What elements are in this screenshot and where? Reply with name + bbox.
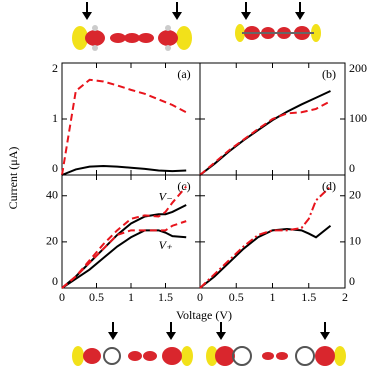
panel-label: (d) xyxy=(322,179,336,193)
x-tick-label: 1.5 xyxy=(158,290,173,304)
molecule xyxy=(235,24,321,42)
data-line xyxy=(61,165,187,176)
arrow xyxy=(108,322,118,340)
y-tick-label: 40 xyxy=(46,188,58,202)
molecule-images xyxy=(72,2,346,366)
arrow xyxy=(82,2,92,20)
annotation: V₋ xyxy=(159,189,173,203)
annotation: V₊ xyxy=(159,238,173,252)
data-line xyxy=(61,185,187,289)
data-line xyxy=(199,100,331,176)
data-line xyxy=(199,90,331,176)
y-tick-label: 200 xyxy=(349,61,367,75)
data-line xyxy=(61,229,187,289)
y-tick-label: 10 xyxy=(349,234,361,248)
y-tick-label: 20 xyxy=(349,188,361,202)
arrow xyxy=(241,2,251,20)
y-tick-label: 2 xyxy=(52,61,58,75)
y-tick-label: 0 xyxy=(52,161,58,175)
molecule xyxy=(72,346,193,366)
panel-label: (a) xyxy=(177,67,190,81)
panel-label: (b) xyxy=(322,67,336,81)
y-tick-label: 100 xyxy=(349,111,367,125)
y-axis-label: Current (μA) xyxy=(6,147,20,210)
data-line xyxy=(199,224,332,289)
arrow xyxy=(320,322,330,340)
x-tick-label: 0 xyxy=(197,290,203,304)
arrow xyxy=(216,322,226,340)
x-axis-label: Voltage (V) xyxy=(176,308,232,322)
x-tick-label: 0 xyxy=(59,290,65,304)
y-tick-label: 1 xyxy=(52,111,58,125)
arrow xyxy=(166,322,176,340)
arrow xyxy=(295,2,305,20)
data-line xyxy=(61,78,187,176)
arrow xyxy=(172,2,182,20)
data-line xyxy=(61,220,187,289)
x-tick-label: 1 xyxy=(128,290,134,304)
x-tick-label: 1 xyxy=(270,290,276,304)
x-tick-label: 0.5 xyxy=(89,290,104,304)
data-line xyxy=(199,185,332,289)
y-tick-label: 0 xyxy=(349,274,355,288)
panel-label: (c) xyxy=(177,179,190,193)
x-tick-label: 0.5 xyxy=(229,290,244,304)
y-tick-label: 0 xyxy=(52,274,58,288)
y-tick-label: 0 xyxy=(349,161,355,175)
molecule xyxy=(72,25,192,51)
molecule xyxy=(206,346,346,366)
x-tick-label: 1.5 xyxy=(301,290,316,304)
data-line xyxy=(61,204,187,289)
y-tick-label: 20 xyxy=(46,234,58,248)
x-tick-label: 2 xyxy=(342,290,348,304)
